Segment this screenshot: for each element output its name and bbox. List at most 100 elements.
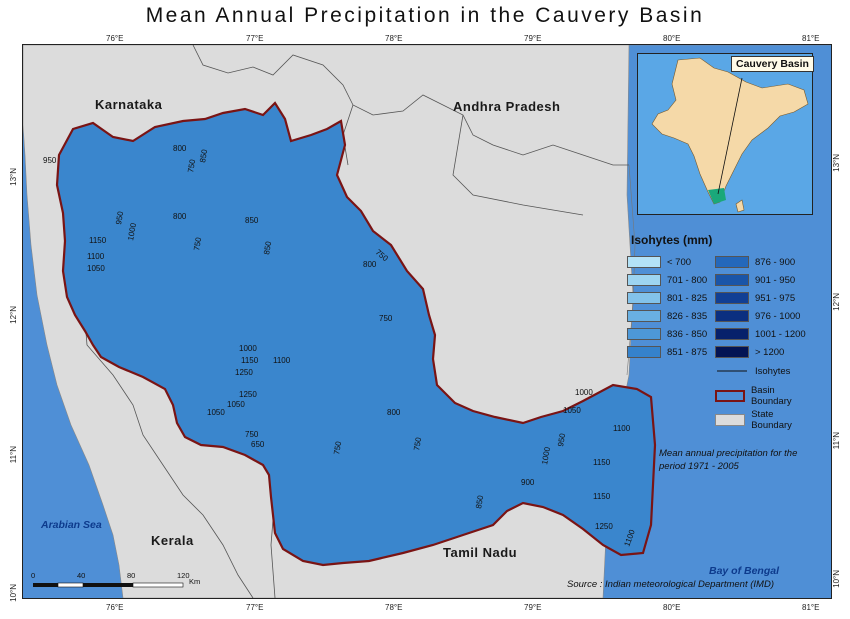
legend-label: 826 - 835 (667, 310, 708, 322)
contour-label: 1000 (540, 446, 552, 466)
legend-swatch (715, 346, 749, 358)
basin-boundary-icon (715, 390, 745, 402)
scale-tick: 40 (77, 571, 86, 580)
legend-label: < 700 (667, 256, 692, 268)
legend-row: 801 - 825 (627, 289, 707, 307)
legend-label: 801 - 825 (667, 292, 708, 304)
legend-label: 876 - 900 (755, 256, 796, 268)
contour-label: 750 (186, 158, 197, 173)
bottom-longitude-tick: 76°E (106, 603, 124, 612)
legend-column-left: < 700 701 - 800 801 - 825 826 - 835 836 … (627, 253, 707, 361)
legend-swatch (627, 310, 661, 322)
legend-row: 901 - 950 (715, 271, 806, 289)
scale-tick: 120 (177, 571, 190, 580)
legend: Isohytes (mm) < 700 701 - 800 801 - 825 … (619, 233, 809, 431)
legend-label: > 1200 (755, 346, 785, 358)
legend-row: 976 - 1000 (715, 307, 806, 325)
top-longitude-tick: 77°E (246, 34, 264, 43)
contour-label: 1250 (595, 522, 613, 531)
bottom-longitude-tick: 77°E (246, 603, 264, 612)
legend-swatch (627, 274, 661, 286)
scale-tick: 80 (127, 571, 136, 580)
contour-label: 750 (332, 440, 343, 455)
contour-label: 1100 (273, 356, 291, 365)
bottom-longitude-tick: 80°E (663, 603, 681, 612)
legend-isohytes: Isohytes (715, 365, 790, 377)
bottom-longitude-tick: 79°E (524, 603, 542, 612)
legend-state-boundary-label: State Boundary (751, 409, 792, 431)
contour-label: 850 (245, 216, 259, 225)
legend-swatch (715, 310, 749, 322)
contour-label: 850 (474, 494, 485, 509)
contour-label: 850 (262, 240, 273, 255)
legend-basin-boundary: Basin Boundary (715, 385, 809, 407)
legend-row: 951 - 975 (715, 289, 806, 307)
legend-label: 1001 - 1200 (755, 328, 806, 340)
contour-label: 650 (251, 440, 265, 449)
contour-label: 1150 (241, 356, 259, 365)
state-boundary-icon (715, 414, 746, 426)
legend-label: 976 - 1000 (755, 310, 801, 322)
legend-swatch (627, 256, 661, 268)
label-kerala: Kerala (151, 533, 194, 548)
map-title: Mean Annual Precipitation in the Cauvery… (145, 4, 705, 27)
legend-label: 851 - 875 (667, 346, 708, 358)
legend-row: < 700 (627, 253, 707, 271)
legend-row: 836 - 850 (627, 325, 707, 343)
contour-label: 1000 (575, 388, 593, 397)
contour-label: 1100 (613, 424, 631, 433)
legend-row: 851 - 875 (627, 343, 707, 361)
top-longitude-tick: 76°E (106, 34, 124, 43)
left-latitude-tick: 13°N (9, 168, 18, 186)
label-tamil-nadu: Tamil Nadu (443, 545, 518, 560)
legend-label: 836 - 850 (667, 328, 708, 340)
contour-label: 950 (556, 432, 567, 447)
legend-row: > 1200 (715, 343, 806, 361)
india-inset-shape (651, 57, 809, 213)
legend-row: 1001 - 1200 (715, 325, 806, 343)
label-karnataka: Karnataka (95, 97, 163, 112)
contour-label: 750 (192, 236, 203, 251)
legend-isohytes-label: Isohytes (755, 365, 791, 377)
source-note: Source : Indian meteorological Departmen… (567, 579, 774, 590)
left-latitude-tick: 12°N (9, 306, 18, 324)
legend-label: 701 - 800 (667, 274, 708, 286)
contour-label: 1050 (87, 264, 105, 273)
scale-bar-graphic (33, 582, 184, 588)
isohyte-line-icon (717, 370, 747, 372)
legend-title: Isohytes (mm) (631, 233, 713, 247)
contour-label: 750 (245, 430, 259, 439)
contour-label: 800 (173, 144, 187, 153)
legend-state-boundary: State Boundary (715, 409, 809, 431)
label-bay-of-bengal: Bay of Bengal (709, 565, 780, 577)
contour-label: 800 (173, 212, 187, 221)
top-longitude-tick: 79°E (524, 34, 542, 43)
contour-label: 750 (412, 436, 423, 451)
bottom-longitude-tick: 81°E (802, 603, 820, 612)
top-longitude-tick: 80°E (663, 34, 681, 43)
india-inset-map (637, 53, 813, 215)
legend-row: 826 - 835 (627, 307, 707, 325)
contour-label: 800 (363, 260, 377, 269)
legend-basin-boundary-label: Basin Boundary (750, 385, 792, 407)
legend-label: 951 - 975 (755, 292, 796, 304)
legend-column-right: 876 - 900 901 - 950 951 - 975 976 - 1000… (715, 253, 806, 361)
contour-label: 1100 (87, 252, 105, 261)
legend-swatch (715, 328, 749, 340)
left-latitude-tick: 11°N (9, 446, 18, 464)
contour-label: 1050 (563, 406, 581, 415)
legend-swatch (715, 292, 749, 304)
top-longitude-tick: 78°E (385, 34, 403, 43)
legend-swatch (627, 346, 661, 358)
legend-label: 901 - 950 (755, 274, 796, 286)
contour-label: 1150 (89, 236, 107, 245)
label-arabian-sea: Arabian Sea (41, 519, 102, 531)
right-latitude-tick: 12°N (832, 293, 841, 311)
contour-label: 950 (114, 210, 125, 225)
contour-label: 1000 (239, 344, 257, 353)
map-frame: 800 750 850 800 750 1000 950 1150 1100 1… (22, 44, 832, 599)
label-andhra-pradesh: Andhra Pradesh (453, 99, 561, 114)
right-latitude-tick: 10°N (832, 570, 841, 588)
bottom-longitude-tick: 78°E (385, 603, 403, 612)
left-latitude-tick: 10°N (9, 584, 18, 602)
